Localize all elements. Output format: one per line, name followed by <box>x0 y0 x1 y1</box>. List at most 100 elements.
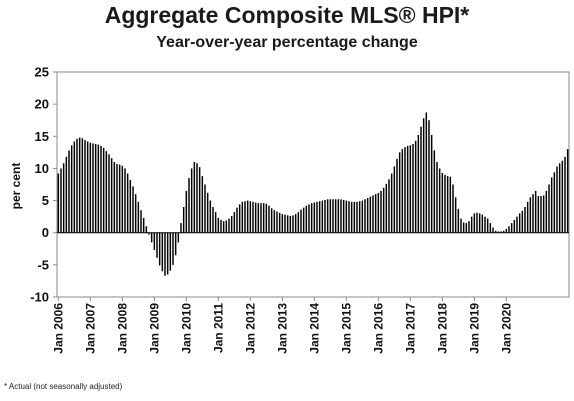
y-axis-title: per cent <box>9 163 23 210</box>
bar <box>284 214 286 233</box>
bar <box>468 221 470 233</box>
x-tick-label: Jan 2011 <box>211 303 225 353</box>
bar <box>225 220 228 233</box>
bar <box>244 201 246 233</box>
bar <box>332 199 334 233</box>
bar <box>550 177 553 233</box>
bar <box>81 138 84 233</box>
bar <box>489 223 492 233</box>
bar <box>324 199 326 233</box>
bar <box>62 163 65 233</box>
x-axis: Jan 2006 Jan 2007 Jan 2008 Jan 2009 Jan 2010… <box>51 297 513 354</box>
bar <box>65 156 68 233</box>
bar <box>241 201 244 233</box>
bar <box>228 218 230 233</box>
bar <box>105 151 108 233</box>
bar <box>124 168 126 233</box>
bar <box>294 214 297 233</box>
bar <box>145 226 148 233</box>
bar <box>406 145 409 233</box>
bar <box>177 232 180 243</box>
y-tick-label: -10 <box>30 290 49 305</box>
x-tick-label: Jan 2009 <box>147 303 161 354</box>
bar <box>449 176 452 233</box>
bar <box>358 201 361 233</box>
bar <box>137 201 140 233</box>
bar <box>321 200 324 233</box>
bar <box>182 207 185 233</box>
bar <box>318 201 321 233</box>
bar <box>94 144 97 233</box>
x-tick-label: Jan 2015 <box>339 303 353 354</box>
bar <box>113 162 116 233</box>
bar <box>441 172 444 233</box>
bar <box>494 230 497 233</box>
bar <box>116 163 118 233</box>
bar <box>260 203 262 233</box>
bar <box>513 219 516 233</box>
bar <box>185 190 188 233</box>
bar <box>412 144 414 233</box>
x-tick-label: Jan 2016 <box>371 303 385 354</box>
bar <box>430 135 433 233</box>
bar <box>76 138 78 233</box>
bar <box>140 210 142 233</box>
bar <box>73 141 76 233</box>
x-tick-label: Jan 2017 <box>403 303 417 354</box>
bar <box>465 223 468 233</box>
bar <box>350 201 353 233</box>
bar <box>172 232 174 265</box>
bar <box>190 168 193 233</box>
bar <box>540 196 542 233</box>
bar <box>278 212 281 233</box>
bar <box>516 216 518 233</box>
bar <box>366 198 369 233</box>
x-tick-label: Jan 2014 <box>307 303 321 354</box>
bar <box>148 232 150 235</box>
bar <box>340 199 342 233</box>
bar <box>102 147 105 233</box>
plot-frame <box>56 71 570 298</box>
bar <box>353 201 356 233</box>
bar <box>126 173 129 233</box>
bar <box>372 195 374 233</box>
bar <box>134 194 137 233</box>
bar <box>252 201 254 233</box>
bar <box>510 223 513 233</box>
bar <box>193 162 196 233</box>
bar <box>84 140 86 233</box>
y-tick-label: 10 <box>35 161 49 176</box>
bar <box>164 232 166 276</box>
bar <box>500 231 502 233</box>
bar <box>425 112 428 233</box>
bar-series <box>57 112 569 276</box>
bar <box>478 213 481 233</box>
bar <box>377 192 380 233</box>
bar <box>209 200 212 233</box>
bar <box>396 158 398 233</box>
bar <box>281 214 284 233</box>
bar <box>542 195 545 233</box>
y-axis: -10 -5 0 5 10 15 20 25 <box>30 65 57 305</box>
bar <box>553 172 556 233</box>
bar <box>150 232 153 243</box>
bar <box>460 218 462 233</box>
bar <box>289 216 292 233</box>
bar <box>380 190 382 233</box>
bar <box>78 137 81 233</box>
bar <box>526 201 529 233</box>
bar <box>292 215 294 233</box>
y-tick-label: 5 <box>42 193 49 208</box>
bar <box>230 216 233 233</box>
bar <box>156 232 158 258</box>
bar <box>97 144 100 233</box>
bar <box>334 199 337 233</box>
y-tick-label: 0 <box>42 225 49 240</box>
bar <box>484 216 486 233</box>
bar <box>566 149 569 233</box>
bar <box>422 118 425 233</box>
bar <box>348 201 350 233</box>
bar <box>364 199 366 233</box>
bar <box>286 215 289 233</box>
bar <box>316 201 318 233</box>
